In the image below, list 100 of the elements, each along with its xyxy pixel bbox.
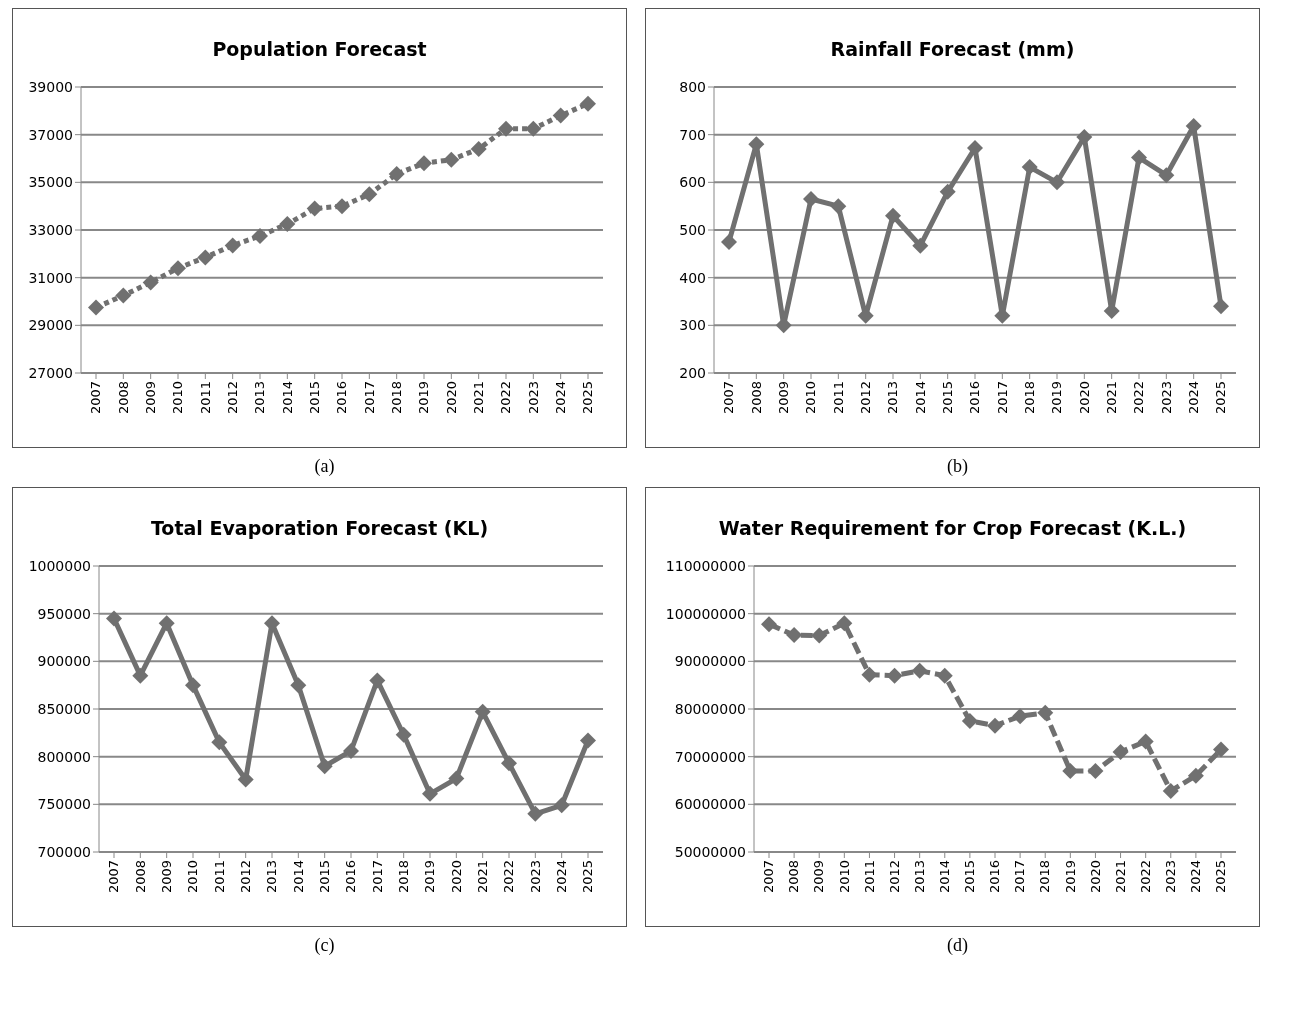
point: [388, 165, 405, 182]
point: [316, 758, 333, 775]
y-tick-label: 700: [679, 126, 706, 143]
x-tick-label: 2007: [106, 860, 122, 894]
y-tick-label: 850000: [37, 700, 91, 717]
x-tick-label: 2019: [416, 381, 432, 415]
point: [803, 191, 819, 208]
x-tick-label: 2013: [885, 381, 901, 415]
y-tick-label: 27000: [28, 364, 73, 381]
y-tick-label: 39000: [28, 78, 73, 95]
x-tick-label: 2020: [448, 860, 464, 894]
x-tick-label: 2009: [158, 860, 174, 894]
point: [961, 712, 978, 729]
x-tick-label: 2017: [361, 381, 377, 415]
text: (d): [946, 935, 969, 956]
point: [553, 797, 570, 814]
x-tick-label: 2012: [237, 860, 253, 894]
point: [197, 249, 214, 266]
y-tick-label: 31000: [28, 269, 73, 286]
x-tick-label: 2011: [197, 381, 213, 415]
x-tick-label: 2014: [912, 381, 928, 415]
x-tick-label: 2020: [1087, 860, 1103, 894]
y-tick-label: 900000: [37, 653, 91, 670]
chart-title: Rainfall Forecast (mm): [829, 37, 1076, 62]
point: [527, 805, 544, 822]
x-tick-label: 2012: [857, 381, 873, 415]
point: [448, 770, 465, 787]
point: [861, 666, 878, 683]
point: [987, 717, 1003, 734]
x-tick-label: 2010: [836, 860, 852, 894]
x-tick-label: 2013: [252, 381, 268, 415]
x-tick-label: 2023: [527, 860, 543, 894]
y-tick-label: 100000000: [665, 605, 746, 622]
chart-title: Water Requirement for Crop Forecast (K.L.): [717, 516, 1188, 541]
x-tick-label: 2025: [1213, 381, 1229, 415]
x-tick-label: 2014: [937, 860, 953, 894]
point: [142, 274, 159, 291]
point: [361, 186, 378, 203]
point: [580, 732, 596, 749]
x-tick-label: 2008: [786, 860, 802, 894]
text: (c): [313, 935, 336, 956]
y-tick-label: 950000: [37, 605, 91, 622]
point: [132, 667, 149, 684]
y-tick-label: 60000000: [674, 796, 746, 813]
y-tick-label: 110000000: [665, 557, 746, 574]
point: [1112, 743, 1129, 760]
y-tick-label: 300: [679, 317, 706, 334]
point: [334, 198, 350, 215]
point: [115, 287, 132, 304]
x-tick-label: 2018: [1021, 381, 1037, 415]
point: [1087, 762, 1104, 779]
x-tick-label: 2017: [994, 381, 1010, 415]
y-tick-label: 400: [679, 269, 706, 286]
x-tick-label: 2022: [1131, 381, 1147, 415]
point: [237, 771, 254, 788]
x-tick-label: 2024: [1185, 381, 1201, 415]
y-tick-label: 35000: [28, 174, 73, 191]
x-tick-label: 2015: [962, 860, 978, 894]
x-tick-label: 2010: [803, 381, 819, 415]
point: [1213, 298, 1229, 315]
point: [474, 703, 491, 720]
x-tick-label: 2018: [1037, 860, 1053, 894]
x-tick-label: 2009: [142, 381, 158, 415]
x-tick-label: 2016: [987, 860, 1003, 894]
x-tick-label: 2024: [1188, 860, 1204, 894]
y-tick-label: 29000: [28, 317, 73, 334]
x-tick-label: 2007: [761, 860, 777, 894]
point: [501, 755, 517, 772]
point: [1021, 159, 1038, 176]
point: [1158, 167, 1175, 184]
x-tick-label: 2011: [830, 381, 846, 415]
point: [422, 785, 438, 802]
x-tick-label: 2025: [1213, 860, 1229, 894]
point: [580, 95, 596, 112]
y-tick-label: 750000: [37, 796, 91, 813]
y-tick-label: 33000: [28, 221, 73, 238]
chart-title: Total Evaporation Forecast (KL): [149, 516, 490, 541]
point: [1187, 767, 1204, 784]
point: [552, 107, 569, 124]
x-tick-label: 2022: [498, 381, 514, 415]
point: [395, 726, 412, 743]
y-tick-label: 50000000: [674, 843, 746, 860]
x-tick-label: 2009: [775, 381, 791, 415]
x-tick-label: 2011: [861, 860, 877, 894]
y-tick-label: 500: [679, 221, 706, 238]
x-tick-label: 2015: [316, 860, 332, 894]
y-tick-label: 37000: [28, 126, 73, 143]
x-tick-label: 2019: [422, 860, 438, 894]
x-tick-label: 2009: [811, 860, 827, 894]
x-tick-label: 2017: [369, 860, 385, 894]
point: [470, 140, 487, 157]
y-tick-label: 800000: [37, 748, 91, 765]
x-tick-label: 2013: [911, 860, 927, 894]
x-tick-label: 2010: [170, 381, 186, 415]
x-tick-label: 2008: [115, 381, 131, 415]
x-tick-label: 2023: [525, 381, 541, 415]
x-tick-label: 2007: [721, 381, 737, 415]
point: [836, 615, 853, 632]
x-tick-label: 2022: [501, 860, 517, 894]
x-tick-label: 2021: [1103, 381, 1119, 415]
